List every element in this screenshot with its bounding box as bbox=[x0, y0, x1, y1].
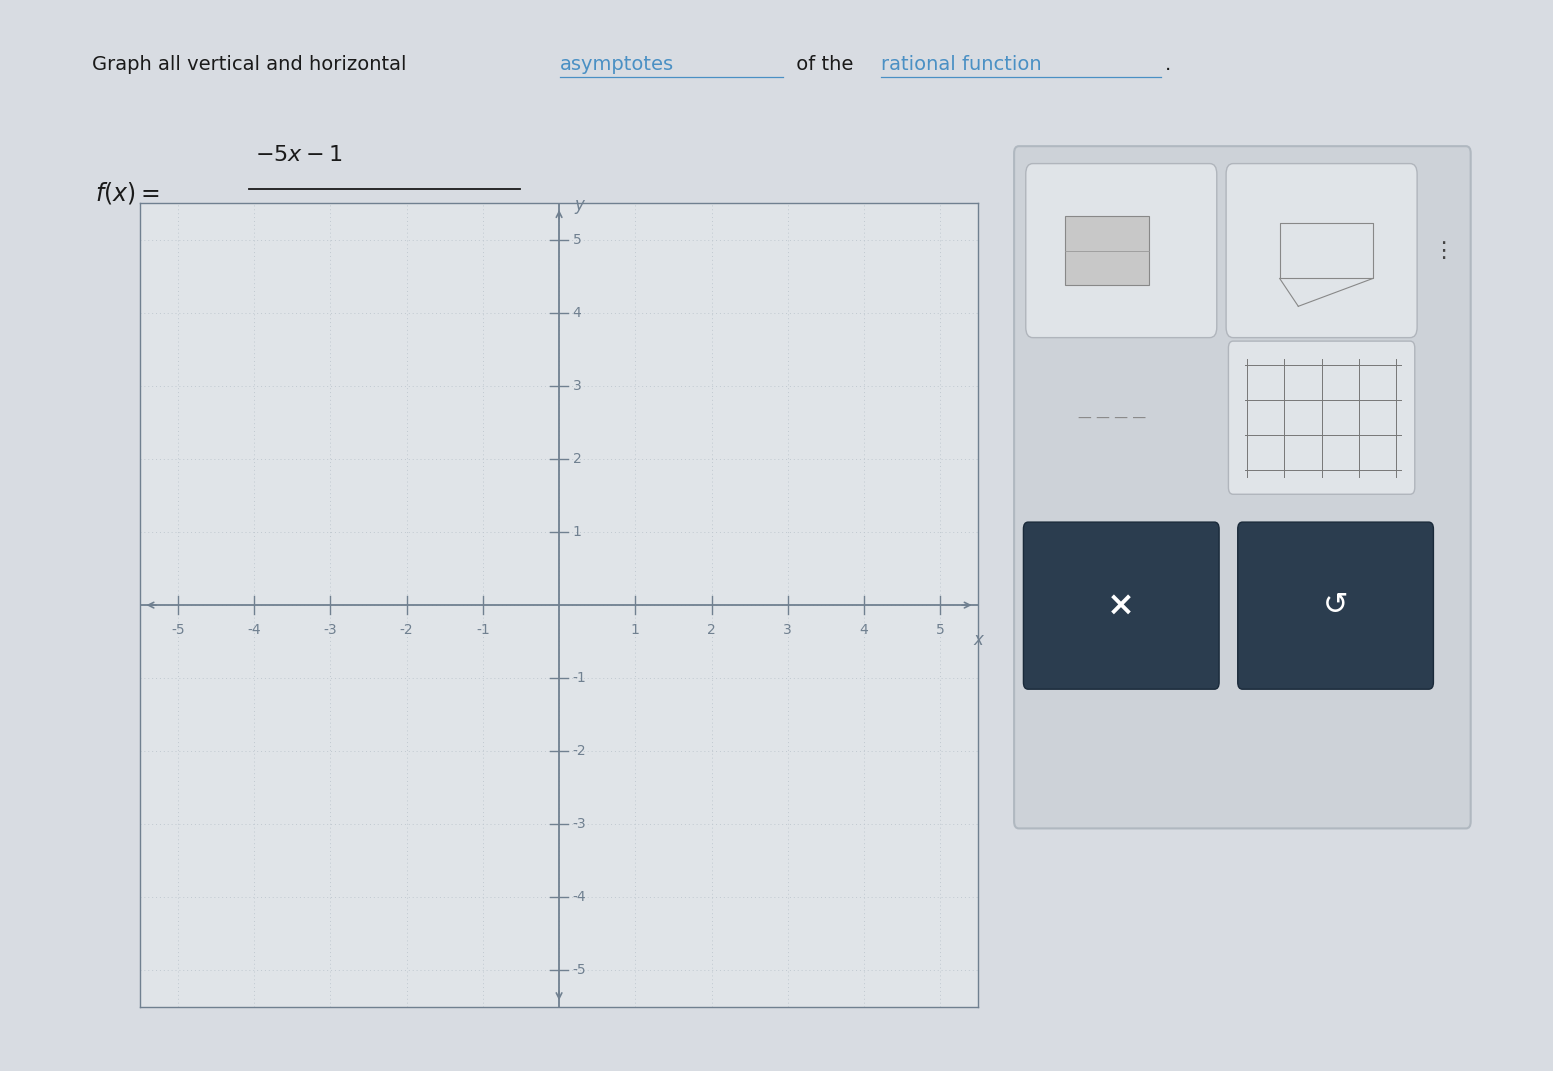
FancyBboxPatch shape bbox=[1025, 164, 1218, 337]
Text: 2: 2 bbox=[573, 452, 581, 466]
Text: $2x^2-4x+2$: $2x^2-4x+2$ bbox=[255, 214, 390, 240]
FancyBboxPatch shape bbox=[1228, 341, 1415, 494]
FancyBboxPatch shape bbox=[1014, 147, 1471, 829]
Text: $f(x) =$: $f(x) =$ bbox=[95, 180, 160, 206]
Text: -3: -3 bbox=[323, 623, 337, 637]
Text: 3: 3 bbox=[783, 623, 792, 637]
Text: 5: 5 bbox=[936, 623, 944, 637]
Text: $-5x-1$: $-5x-1$ bbox=[255, 145, 342, 165]
Bar bbox=[1065, 216, 1149, 285]
Text: .: . bbox=[1165, 55, 1171, 74]
FancyBboxPatch shape bbox=[1023, 522, 1219, 690]
Text: — — — —: — — — — bbox=[1078, 410, 1146, 425]
Text: -1: -1 bbox=[573, 672, 587, 685]
Text: 2: 2 bbox=[707, 623, 716, 637]
Text: ⋮: ⋮ bbox=[1432, 241, 1454, 260]
Text: x: x bbox=[974, 631, 983, 649]
Text: -4: -4 bbox=[573, 890, 587, 904]
Text: 4: 4 bbox=[573, 306, 581, 320]
Text: 5: 5 bbox=[573, 233, 581, 247]
Text: 1: 1 bbox=[573, 525, 582, 539]
Text: 4: 4 bbox=[860, 623, 868, 637]
Text: y: y bbox=[575, 196, 584, 214]
Text: -5: -5 bbox=[573, 963, 587, 977]
Text: 3: 3 bbox=[573, 379, 581, 393]
Text: -3: -3 bbox=[573, 817, 587, 831]
FancyBboxPatch shape bbox=[1227, 164, 1416, 337]
Text: ↺: ↺ bbox=[1323, 591, 1348, 620]
Text: ×: × bbox=[1107, 589, 1135, 622]
Text: -1: -1 bbox=[475, 623, 489, 637]
Text: asymptotes: asymptotes bbox=[559, 55, 674, 74]
Text: Graph all vertical and horizontal: Graph all vertical and horizontal bbox=[92, 55, 413, 74]
Text: rational function: rational function bbox=[882, 55, 1042, 74]
Text: -2: -2 bbox=[573, 744, 587, 758]
Text: 1: 1 bbox=[631, 623, 640, 637]
FancyBboxPatch shape bbox=[1238, 522, 1433, 690]
Text: -2: -2 bbox=[399, 623, 413, 637]
Text: -5: -5 bbox=[171, 623, 185, 637]
Text: of the: of the bbox=[790, 55, 860, 74]
Text: -4: -4 bbox=[247, 623, 261, 637]
